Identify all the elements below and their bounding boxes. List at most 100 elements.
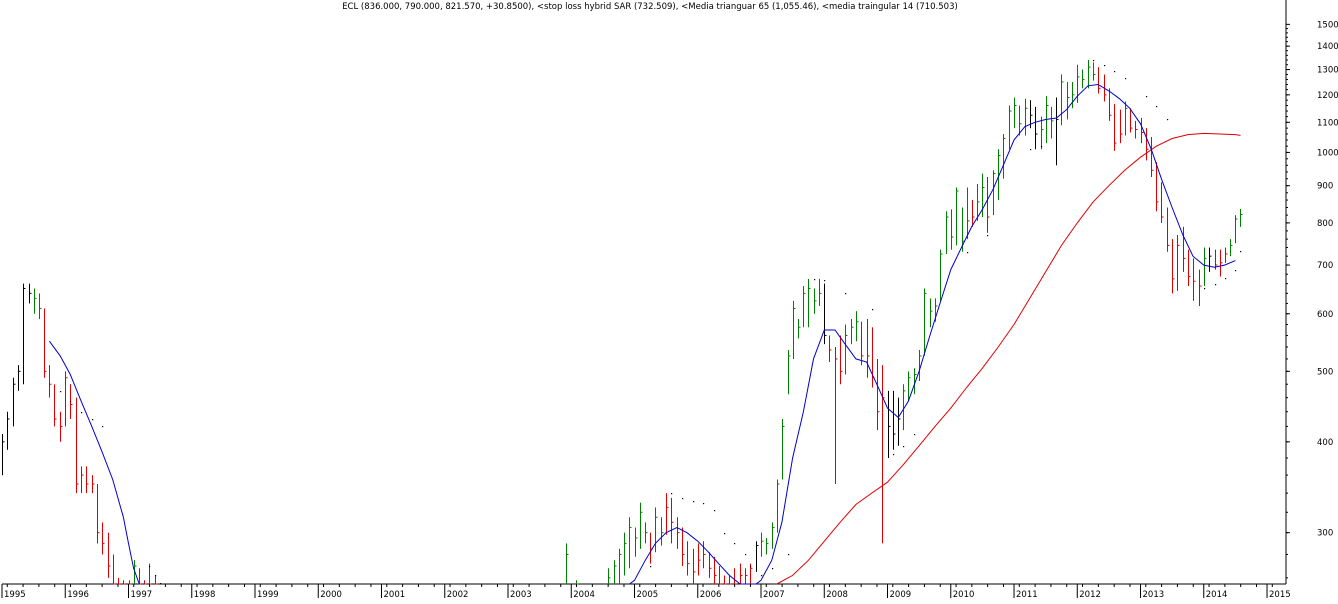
sar-dot (1240, 251, 1242, 253)
sar-dot (788, 554, 790, 556)
ohlc-bar (60, 411, 63, 442)
ohlc-bar (1003, 134, 1006, 179)
ohlc-bar (829, 335, 832, 362)
x-tick-label: 2010 (953, 590, 975, 600)
x-tick-label: 2002 (447, 590, 469, 600)
sar-dot (1093, 60, 1095, 62)
ohlc-bar (65, 371, 68, 427)
ohlc-bar (835, 347, 838, 484)
ohlc-bar (714, 556, 717, 584)
y-tick-label: 500 (1317, 367, 1333, 377)
ohlc-bar (1114, 104, 1117, 151)
ohlc-bar (113, 554, 116, 585)
ohlc-bar (845, 324, 848, 375)
ma14-line (48, 83, 1236, 585)
sar-dot (1104, 65, 1106, 67)
y-tick-label: 1100 (1317, 118, 1338, 128)
sar-dot (1114, 71, 1116, 73)
ohlc-bar (7, 411, 10, 450)
sar-dot (903, 446, 905, 448)
ohlc-bar (782, 418, 785, 480)
ohlc-bar (123, 580, 126, 585)
ohlc-bar (967, 187, 970, 240)
ohlc-bar (677, 517, 680, 549)
ohlc-bar (729, 575, 732, 585)
ohlc-bar (919, 349, 922, 381)
sar-dot (671, 493, 673, 495)
ohlc-bar (1130, 108, 1133, 133)
ohlc-bar (861, 321, 864, 366)
sar-dot (1146, 96, 1148, 98)
ohlc-bar (661, 517, 664, 546)
ohlc-bar (49, 365, 52, 398)
ohlc-bar (956, 187, 959, 246)
ohlc-bar (1067, 81, 1070, 120)
sar-dot (149, 566, 151, 568)
ohlc-bar (946, 211, 949, 254)
ohlc-bar (1225, 247, 1228, 263)
sar-dot (92, 419, 94, 421)
ohlc-bar (993, 170, 996, 216)
x-tick-label: 2005 (637, 590, 659, 600)
x-tick-label: 2004 (573, 590, 595, 600)
ohlc-bar (92, 475, 95, 494)
ohlc-bar (856, 311, 859, 342)
x-tick-label: 2003 (510, 590, 532, 600)
ohlc-bar (1056, 97, 1059, 166)
ohlc-bar (1146, 128, 1149, 161)
sar-dot (872, 309, 874, 311)
ohlc-bar (819, 278, 822, 306)
ohlc-bar (1215, 249, 1218, 270)
x-tick-label: 2012 (1079, 590, 1101, 600)
ohlc-bar (951, 209, 954, 250)
ohlc-bar (1167, 207, 1170, 252)
ohlc-bar (693, 548, 696, 584)
x-tick-label: 2011 (1016, 590, 1038, 600)
sar-dot (814, 279, 816, 281)
sar-dot (893, 454, 895, 456)
ohlc-bar (139, 568, 142, 585)
y-tick-label: 700 (1317, 261, 1333, 271)
sar-dot (772, 568, 774, 570)
y-tick-label: 1300 (1317, 66, 1338, 76)
ohlc-bar (1019, 105, 1022, 136)
ohlc-bar (129, 580, 132, 585)
ohlc-bar (645, 522, 648, 544)
ohlc-bar (977, 183, 980, 221)
ohlc-bar (940, 249, 943, 301)
sar-dot (1215, 284, 1217, 286)
ohlc-bar (798, 319, 801, 339)
ohlc-bar (1230, 239, 1233, 257)
sar-dots (60, 60, 1242, 585)
x-tick-label: 2009 (890, 590, 912, 600)
ohlc-bar (118, 577, 121, 585)
ohlc-bar (719, 565, 722, 585)
ohlc-bar (34, 288, 37, 314)
ohlc-bar (624, 532, 627, 576)
ohlc-bar (1240, 208, 1243, 227)
ohlc-bar (772, 522, 775, 549)
ohlc-bar (1193, 258, 1196, 301)
sar-dot (60, 391, 62, 393)
ohlc-bar (882, 365, 885, 544)
x-tick-label: 2006 (700, 590, 722, 600)
y-tick-label: 1500 (1317, 20, 1338, 30)
sar-dot (1225, 278, 1227, 280)
ohlc-bar (155, 575, 158, 585)
ohlc-bar (566, 543, 569, 584)
chart-title: ECL (836.000, 790.000, 821.570, +30.8500… (342, 2, 958, 12)
x-tick-label: 2008 (826, 590, 848, 600)
ohlc-bar (1082, 69, 1085, 89)
ohlc-bar (1077, 64, 1080, 103)
ohlc-bar (671, 497, 674, 544)
ohlc-bar (840, 335, 843, 385)
ohlc-bar (698, 543, 701, 576)
ohlc-bar (788, 349, 791, 395)
sar-dot (1030, 149, 1032, 151)
sar-dot (650, 566, 652, 568)
ohlc-bar (1151, 137, 1154, 178)
ohlc-bar (44, 308, 47, 378)
sar-dot (693, 501, 695, 503)
sar-dot (703, 503, 705, 505)
sar-dot (102, 426, 104, 428)
